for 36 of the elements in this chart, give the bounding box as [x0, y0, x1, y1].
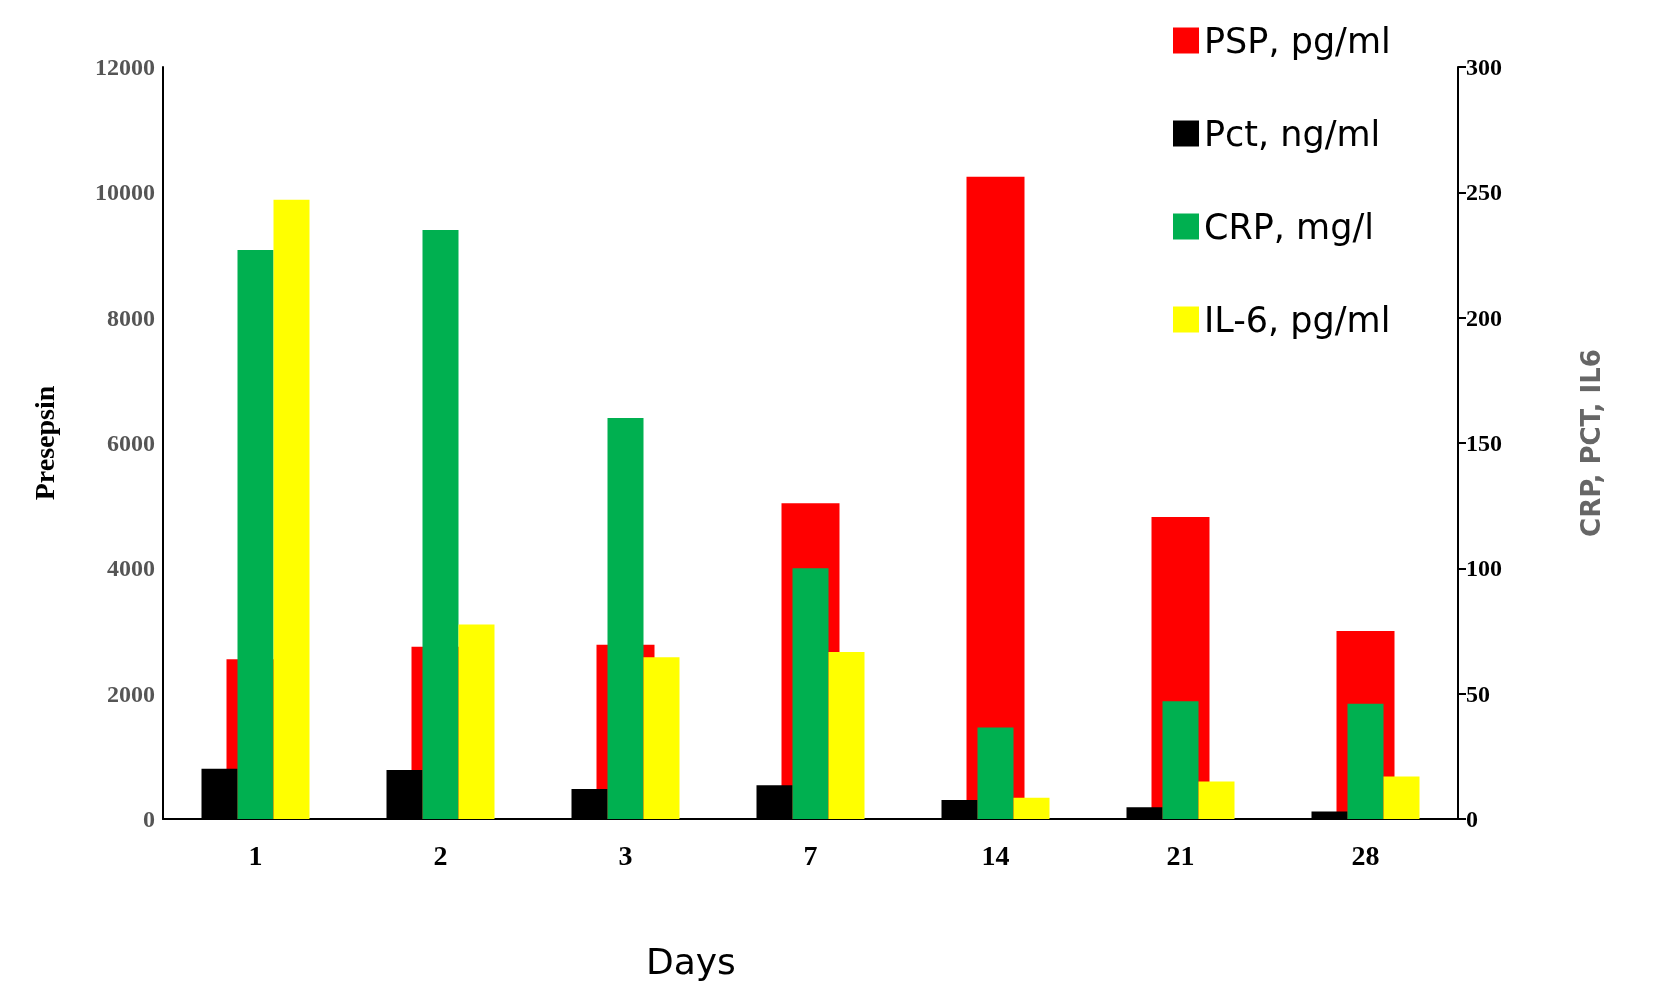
x-tick-label: 14	[981, 839, 1010, 871]
y2-tick-label: 100	[1466, 555, 1502, 582]
y-tick-label: 0	[143, 806, 155, 832]
y-tick-label: 2000	[107, 680, 155, 707]
y2-tick-label: 200	[1466, 304, 1502, 331]
bar	[977, 727, 1014, 819]
y2-tick-label: 250	[1466, 179, 1502, 206]
x-tick-label: 28	[1351, 839, 1380, 871]
y-tick-label: 4000	[107, 555, 155, 582]
y2-axis-title: CRP, PCT, IL6	[1576, 349, 1606, 537]
y-tick-label: 12000	[95, 54, 155, 80]
y-axis-title: Presepsin	[28, 385, 60, 501]
bar	[1347, 703, 1384, 819]
y-tick-label: 8000	[107, 304, 155, 331]
x-tick-label: 1	[248, 839, 263, 871]
bar	[828, 652, 865, 819]
y2-tick-label: 300	[1466, 54, 1502, 80]
y2-tick-label: 50	[1466, 680, 1490, 707]
bar	[1013, 797, 1050, 819]
legend-label: CRP, mg/l	[1204, 206, 1374, 247]
y2-tick-label: 0	[1466, 806, 1478, 832]
bar	[1162, 701, 1199, 819]
legend-label: IL-6, pg/ml	[1204, 299, 1391, 340]
y2-tick-label: 150	[1466, 430, 1502, 456]
x-tick-label: 2	[433, 839, 448, 871]
bar	[273, 199, 310, 819]
x-tick-label: 7	[803, 839, 818, 871]
x-tick-label: 21	[1166, 839, 1195, 871]
y-tick-label: 10000	[95, 179, 155, 206]
legend-label: Pct, ng/ml	[1204, 113, 1381, 154]
y-tick-label: 6000	[107, 430, 155, 456]
x-tick-label: 3	[618, 839, 633, 871]
x-axis-title: Days	[646, 940, 736, 982]
legend-label: PSP, pg/ml	[1204, 20, 1391, 61]
bar	[1383, 776, 1420, 819]
bar	[1198, 781, 1235, 819]
